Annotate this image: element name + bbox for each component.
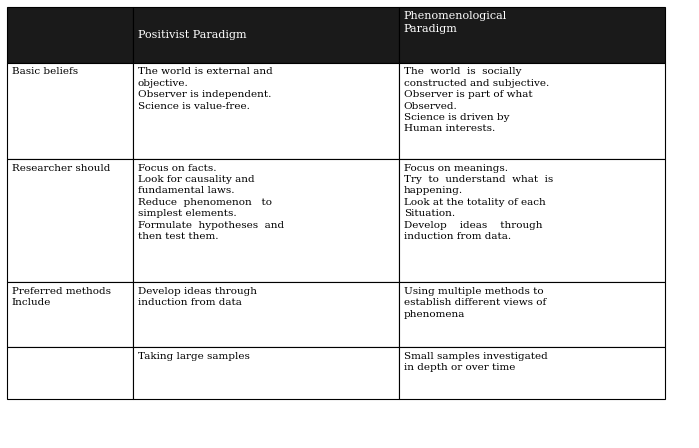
Text: Focus on facts.
Look for causality and
fundamental laws.
Reduce  phenomenon   to: Focus on facts. Look for causality and f…	[138, 164, 284, 241]
FancyBboxPatch shape	[7, 347, 133, 399]
FancyBboxPatch shape	[399, 347, 665, 399]
Text: Taking large samples: Taking large samples	[138, 352, 250, 361]
FancyBboxPatch shape	[399, 159, 665, 282]
FancyBboxPatch shape	[7, 159, 133, 282]
Text: The world is external and
objective.
Observer is independent.
Science is value-f: The world is external and objective. Obs…	[138, 67, 273, 111]
FancyBboxPatch shape	[399, 63, 665, 159]
FancyBboxPatch shape	[7, 282, 133, 347]
Text: Focus on meanings.
Try  to  understand  what  is
happening.
Look at the totality: Focus on meanings. Try to understand wha…	[404, 164, 553, 241]
Text: Small samples investigated
in depth or over time: Small samples investigated in depth or o…	[404, 352, 547, 372]
Text: Phenomenological
Paradigm: Phenomenological Paradigm	[404, 11, 507, 34]
Text: Researcher should: Researcher should	[12, 164, 110, 172]
FancyBboxPatch shape	[133, 63, 399, 159]
Text: The  world  is  socially
constructed and subjective.
Observer is part of what
Ob: The world is socially constructed and su…	[404, 67, 549, 134]
FancyBboxPatch shape	[399, 282, 665, 347]
Text: Using multiple methods to
establish different views of
phenomena: Using multiple methods to establish diff…	[404, 287, 546, 319]
FancyBboxPatch shape	[133, 347, 399, 399]
Text: Basic beliefs: Basic beliefs	[12, 67, 78, 76]
Text: Develop ideas through
induction from data: Develop ideas through induction from dat…	[138, 287, 257, 307]
FancyBboxPatch shape	[7, 63, 133, 159]
FancyBboxPatch shape	[399, 7, 665, 63]
FancyBboxPatch shape	[7, 7, 133, 63]
FancyBboxPatch shape	[133, 282, 399, 347]
FancyBboxPatch shape	[133, 159, 399, 282]
FancyBboxPatch shape	[133, 7, 399, 63]
Text: Positivist Paradigm: Positivist Paradigm	[138, 30, 247, 40]
Text: Preferred methods
Include: Preferred methods Include	[12, 287, 111, 307]
